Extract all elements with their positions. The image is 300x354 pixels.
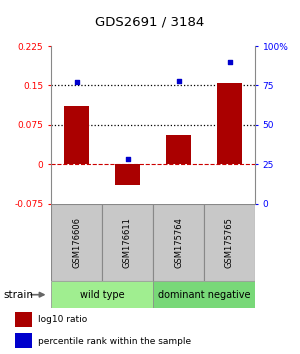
Bar	[153, 281, 255, 308]
Bar	[153, 204, 204, 281]
Point	[125, 156, 130, 162]
Bar	[115, 164, 140, 185]
Bar	[204, 204, 255, 281]
Bar	[51, 204, 102, 281]
Point	[176, 78, 181, 84]
Point	[74, 79, 79, 85]
Bar	[15, 312, 32, 327]
Text: GSM175764: GSM175764	[174, 217, 183, 268]
Text: GSM176611: GSM176611	[123, 217, 132, 268]
Text: GDS2691 / 3184: GDS2691 / 3184	[95, 16, 205, 29]
Text: percentile rank within the sample: percentile rank within the sample	[38, 337, 191, 346]
Bar	[102, 204, 153, 281]
Bar	[15, 333, 32, 348]
Text: GSM175765: GSM175765	[225, 217, 234, 268]
Text: strain: strain	[3, 290, 33, 300]
Text: GSM176606: GSM176606	[72, 217, 81, 268]
Text: log10 ratio: log10 ratio	[38, 315, 88, 324]
Text: wild type: wild type	[80, 290, 124, 300]
Bar	[51, 281, 153, 308]
Bar	[217, 83, 242, 164]
Text: dominant negative: dominant negative	[158, 290, 250, 300]
Bar	[166, 135, 191, 164]
Point	[227, 59, 232, 64]
Bar	[64, 107, 89, 164]
